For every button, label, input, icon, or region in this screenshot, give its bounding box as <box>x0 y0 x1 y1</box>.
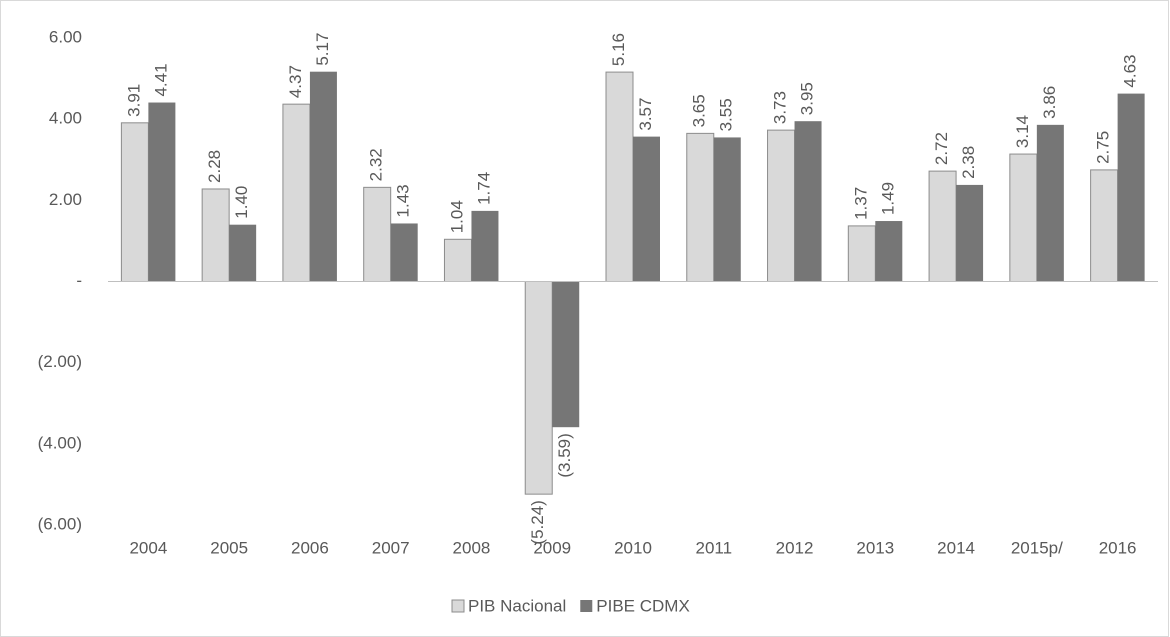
bar <box>713 137 741 282</box>
data-label: 3.95 <box>798 82 817 115</box>
data-label: 1.40 <box>232 186 251 219</box>
y-tick-label: 6.00 <box>49 27 82 46</box>
bar <box>875 221 903 282</box>
data-label: 2.75 <box>1094 131 1113 164</box>
bar <box>847 225 876 282</box>
legend-label: PIBE CDMX <box>596 596 690 615</box>
data-label: 1.04 <box>447 200 466 233</box>
y-tick-label: - <box>76 271 82 290</box>
data-label: 2.72 <box>932 132 951 165</box>
x-tick-label: 2014 <box>937 538 975 557</box>
data-label: (3.59) <box>555 433 574 477</box>
bar <box>363 186 392 282</box>
bar <box>1036 124 1064 282</box>
bar <box>605 71 634 282</box>
bar <box>1009 153 1038 282</box>
bar <box>201 188 230 282</box>
data-label: 3.91 <box>124 84 143 117</box>
x-tick-label: 2009 <box>533 538 571 557</box>
x-tick-label: 2008 <box>453 538 491 557</box>
bar <box>928 170 957 282</box>
x-tick-label: 2011 <box>695 538 732 557</box>
x-tick-label: 2010 <box>614 538 652 557</box>
y-tick-label: 4.00 <box>49 109 82 128</box>
bar <box>524 281 553 495</box>
bar <box>443 238 472 282</box>
data-label: 4.41 <box>151 63 170 96</box>
bar <box>956 184 984 282</box>
data-label: 4.63 <box>1121 55 1140 88</box>
bar <box>552 281 580 428</box>
y-tick-label: (4.00) <box>38 433 82 452</box>
data-label: 1.37 <box>851 187 870 220</box>
bar <box>794 121 822 282</box>
data-label: (5.24) <box>528 500 547 544</box>
x-tick-label: 2004 <box>129 538 167 557</box>
bar <box>1117 93 1145 282</box>
legend-swatch <box>580 600 593 612</box>
data-label: 2.32 <box>367 148 386 181</box>
bar <box>120 122 149 282</box>
y-tick-label: (6.00) <box>38 514 82 533</box>
bar <box>148 102 176 282</box>
data-label: 2.38 <box>959 146 978 179</box>
bar <box>767 129 796 282</box>
legend-label: PIB Nacional <box>468 596 566 615</box>
bar <box>686 132 715 282</box>
x-tick-label: 2015p/ <box>1011 538 1063 557</box>
data-label: 5.17 <box>313 33 332 66</box>
data-label: 3.55 <box>717 98 736 131</box>
bar <box>309 71 337 282</box>
bar <box>471 210 499 282</box>
x-tick-label: 2013 <box>856 538 894 557</box>
bar <box>282 103 311 282</box>
data-label: 2.28 <box>205 150 224 183</box>
data-label: 3.57 <box>636 98 655 131</box>
x-tick-label: 2012 <box>776 538 814 557</box>
x-tick-label: 2007 <box>372 538 410 557</box>
data-label: 3.73 <box>771 91 790 124</box>
data-label: 1.74 <box>474 172 493 205</box>
data-label: 3.14 <box>1013 115 1032 148</box>
x-tick-label: 2005 <box>210 538 248 557</box>
y-tick-label: (2.00) <box>38 352 82 371</box>
bar <box>229 224 257 282</box>
data-label: 4.37 <box>286 65 305 98</box>
data-label: 5.16 <box>609 33 628 66</box>
x-tick-label: 2016 <box>1099 538 1137 557</box>
bar <box>633 136 660 282</box>
data-label: 3.65 <box>690 94 709 127</box>
bar <box>1090 169 1119 282</box>
y-tick-label: 2.00 <box>49 190 82 209</box>
data-label: 3.86 <box>1040 86 1059 119</box>
legend-swatch <box>451 599 465 613</box>
x-tick-label: 2006 <box>291 538 329 557</box>
data-label: 1.43 <box>394 184 413 217</box>
data-label: 1.49 <box>878 182 897 215</box>
bar <box>390 223 418 282</box>
